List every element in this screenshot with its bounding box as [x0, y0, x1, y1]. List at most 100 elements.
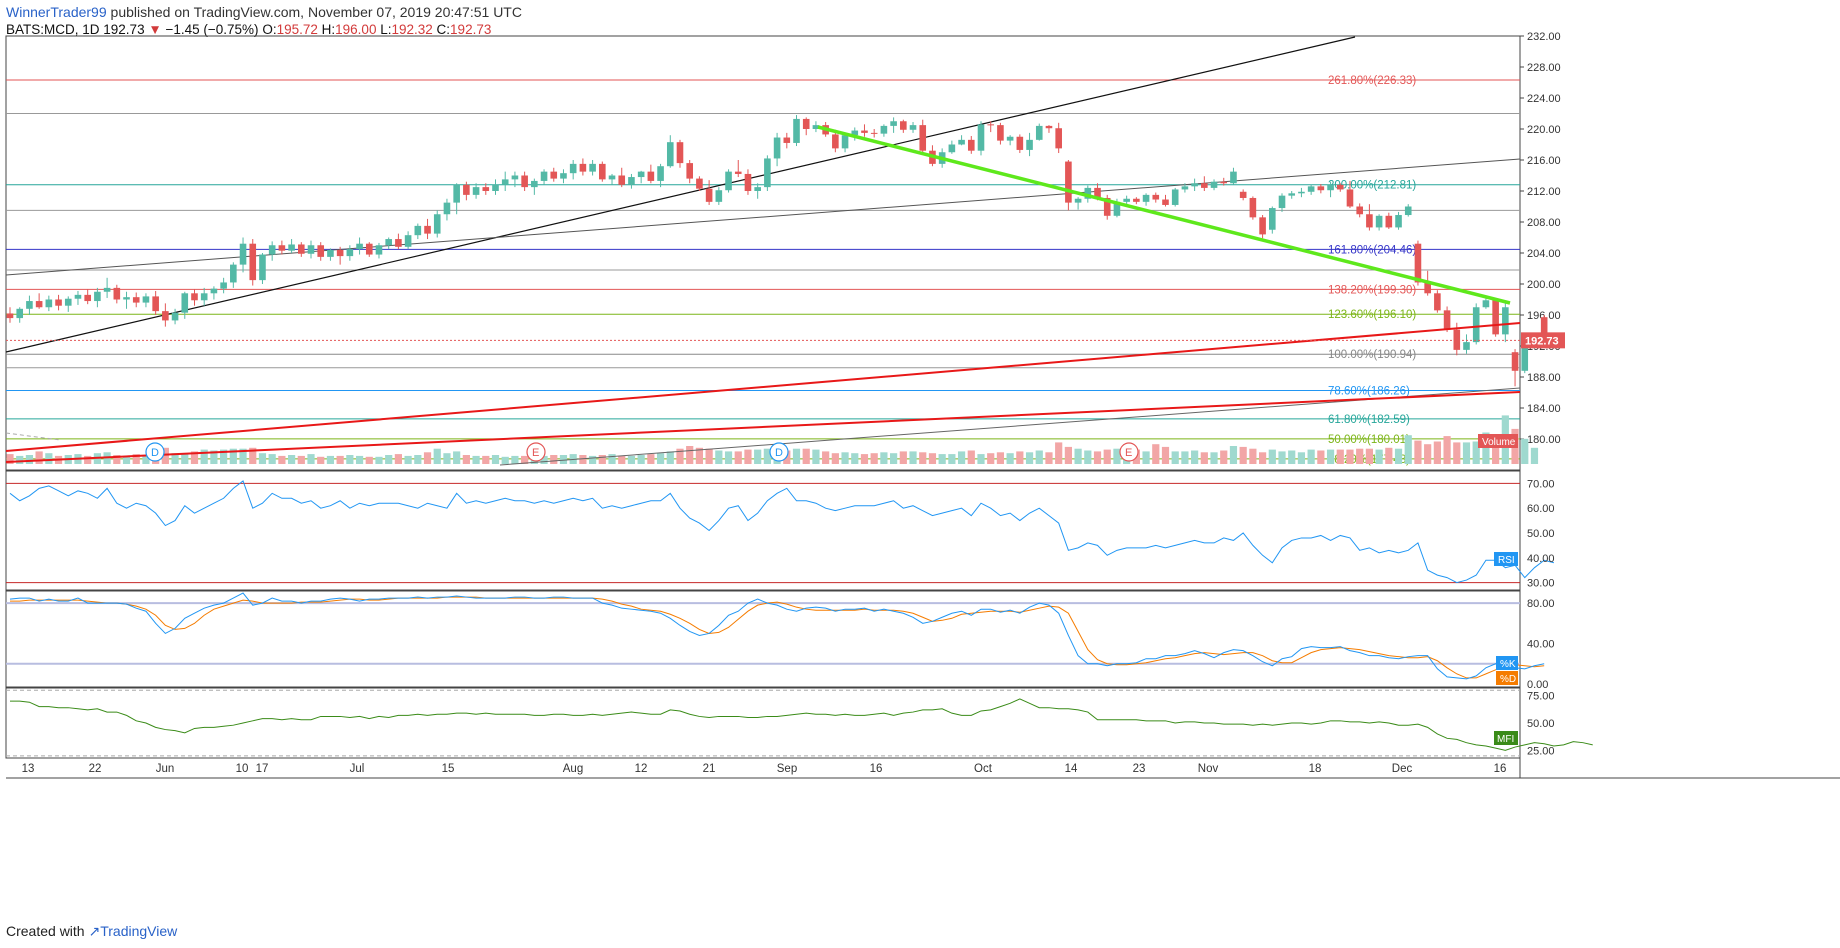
stoch-k-badge	[1496, 656, 1518, 670]
fib-level-label: 100.00%(190.94)	[1328, 349, 1416, 361]
candle-body	[1006, 136, 1014, 141]
candle-body	[550, 171, 558, 179]
volume-bar	[521, 455, 529, 464]
symbol-label: BATS:MCD, 1D	[6, 22, 100, 37]
candle-body	[1152, 194, 1160, 200]
publish-line: WinnerTrader99 published on TradingView.…	[6, 4, 522, 20]
volume-bar	[287, 455, 296, 464]
volume-bar	[1297, 452, 1306, 464]
event-marker	[1119, 442, 1139, 462]
candle-body	[162, 311, 169, 321]
volume-bar	[258, 453, 267, 464]
volume-bar	[890, 453, 898, 464]
candle-body	[356, 243, 363, 250]
volume-bar	[948, 454, 956, 464]
candle-body	[540, 171, 548, 181]
volume-bar	[792, 448, 801, 464]
candle-body	[1103, 197, 1111, 216]
stoch-k-line	[9, 592, 1545, 680]
tradingview-logo-icon[interactable]: ↗	[88, 923, 101, 939]
stoch-tick-label: 80.00	[1527, 598, 1555, 610]
volume-bar	[860, 454, 869, 464]
candle-body	[1113, 201, 1121, 216]
price-tick-label: 204.00	[1527, 248, 1561, 260]
stoch-tick-label: 0.00	[1527, 679, 1548, 691]
candle-body	[1269, 208, 1276, 230]
last-price-badge	[1521, 332, 1565, 349]
created-with-label: Created with	[6, 923, 85, 939]
price-tick-label: 224.00	[1527, 93, 1561, 105]
price-tick-label: 212.00	[1527, 186, 1561, 198]
candle-body	[666, 142, 674, 167]
volume-bar	[210, 450, 218, 464]
candle-body	[1511, 352, 1519, 371]
volume-bar	[1045, 452, 1053, 464]
volume-bar	[724, 451, 733, 464]
rsi-tick-label: 70.00	[1527, 478, 1555, 490]
fib-level-label: 61.80%(182.59)	[1328, 414, 1410, 426]
volume-bar	[346, 455, 354, 464]
fib-level-label: 261.80%(226.33)	[1328, 75, 1416, 87]
volume-bar	[6, 454, 14, 464]
candle-body	[1162, 199, 1169, 205]
candle-body	[94, 291, 101, 302]
event-label: E	[532, 447, 539, 459]
black-trendline-shallow	[5, 158, 1521, 276]
volume-bar	[919, 452, 927, 464]
volume-bar	[326, 455, 335, 464]
candle-body	[948, 144, 956, 153]
candle-body	[764, 158, 771, 188]
mfi-label: MFI	[1497, 734, 1514, 745]
author-link[interactable]: WinnerTrader99	[6, 4, 107, 20]
volume-bar	[1171, 451, 1179, 464]
candle-body	[531, 180, 538, 188]
time-tick-label: Aug	[563, 763, 583, 775]
candle-body	[35, 301, 43, 308]
volume-bar	[1365, 448, 1373, 464]
candle-body	[113, 287, 121, 300]
candle-body	[1356, 206, 1363, 215]
candle-body	[84, 294, 91, 302]
volume-bar	[1035, 450, 1043, 464]
volume-bar	[385, 455, 393, 464]
volume-bar	[1152, 444, 1160, 464]
event-label: D	[151, 447, 159, 459]
candle-body	[734, 171, 742, 174]
fib-level-label: 78.60%(186.26)	[1328, 385, 1410, 397]
volume-bar	[278, 455, 286, 464]
candle-body	[26, 301, 33, 309]
volume-bar	[1161, 446, 1170, 464]
candle-body	[1191, 183, 1198, 187]
green-resistance-trendline	[817, 125, 1511, 305]
event-label: D	[775, 447, 783, 459]
volume-bar	[1375, 449, 1383, 464]
candle-body	[812, 125, 820, 129]
volume-bar	[1385, 447, 1393, 464]
volume-bar	[1278, 451, 1286, 464]
candle-body	[1463, 342, 1470, 350]
candle-body	[1482, 300, 1490, 308]
candle-body	[1336, 184, 1344, 190]
volume-bar	[715, 450, 723, 464]
close-value: 192.73	[450, 22, 492, 37]
candle-body	[6, 313, 14, 319]
candle-body	[492, 184, 499, 191]
volume-bar	[229, 448, 237, 464]
last-price-label: 192.73	[1525, 335, 1559, 347]
tradingview-brand[interactable]: TradingView	[100, 923, 178, 939]
volume-bar	[239, 448, 247, 464]
volume-bar	[1404, 435, 1412, 464]
mfi-tick-label: 25.00	[1527, 745, 1555, 757]
volume-bar	[1482, 432, 1490, 464]
volume-bar	[1181, 451, 1189, 464]
volume-bar	[1530, 447, 1539, 464]
candle-body	[744, 173, 752, 191]
candle-body	[1171, 189, 1179, 205]
candle-body	[696, 178, 703, 189]
volume-bar	[161, 447, 169, 464]
volume-bar	[190, 451, 199, 464]
time-tick-label: 14	[1065, 763, 1078, 775]
candle-body	[1239, 191, 1247, 198]
candle-body	[268, 245, 276, 255]
